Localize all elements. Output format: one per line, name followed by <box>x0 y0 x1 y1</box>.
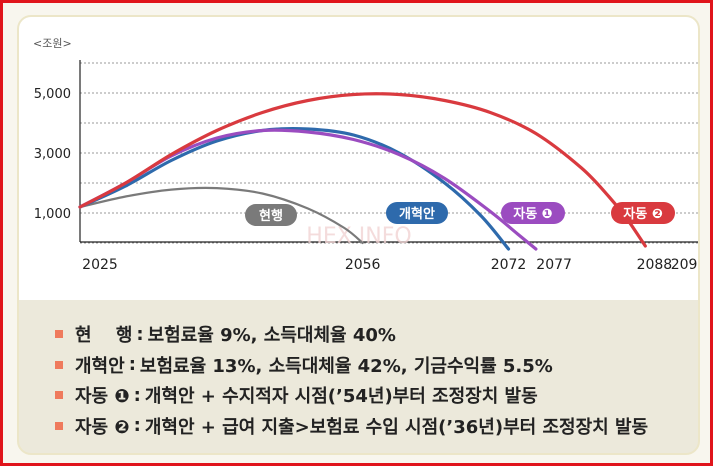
legend-desc: 개혁안 + 수지적자 시점(’54년)부터 조정장치 발동 <box>144 386 538 408</box>
legend-item-hyunhaeng: 현 행 : 보험료율 9%, 소득대체율 40% <box>55 319 695 350</box>
bullet-icon <box>55 421 63 430</box>
x-tick-label: 2025 <box>82 257 118 273</box>
legend-term: 현 행 <box>75 325 133 347</box>
x-tick-label: 2088 <box>637 257 673 273</box>
chart-area: <조원> 1,000 3,000 5,000 2025 2056 2072 2077 2088 2… <box>19 17 700 300</box>
colon: : <box>136 323 144 345</box>
legend-item-jadong-1: 자동 ❶ : 개혁안 + 수지적자 시점(’54년)부터 조정장치 발동 <box>55 380 695 411</box>
colon: : <box>128 354 136 376</box>
legend-desc: 보험료율 13%, 소득대체율 42%, 기금수익률 5.5% <box>139 355 553 377</box>
x-tick-label: 2093년 <box>671 257 700 273</box>
watermark: HEX INFO <box>306 224 411 249</box>
y-tick-label: 5,000 <box>34 87 71 102</box>
legend-term: 개혁안 <box>75 355 125 377</box>
series-label-jadong-2-pill <box>611 202 675 224</box>
bullet-icon <box>55 360 63 369</box>
y-tick-label: 3,000 <box>34 147 71 162</box>
bullet-icon <box>55 330 63 339</box>
legend-item-gaehyeokan: 개혁안 : 보험료율 13%, 소득대체율 42%, 기금수익률 5.5% <box>55 350 695 381</box>
legend-term: 자동 ❷ <box>75 416 130 438</box>
series-line-hyunhaeng <box>78 186 364 245</box>
line-chart: <조원> 1,000 3,000 5,000 2025 2056 2072 2077 20882… <box>33 37 700 273</box>
legend-desc: 개혁안 + 급여 지출>보험료 수입 시점(’36년)부터 조정장치 발동 <box>144 416 649 438</box>
x-tick-label: 2072 <box>491 257 527 273</box>
colon: : <box>133 384 141 406</box>
series-line-gaehyeokan <box>78 127 511 251</box>
colon: : <box>133 415 141 437</box>
series-label-hyunhaeng-pill <box>245 204 297 226</box>
x-tick-label: 2056 <box>345 257 381 273</box>
series-line-jadong-2 <box>78 92 647 248</box>
series-label-jadong-2: 자동 ❷ <box>623 207 662 222</box>
y-tick-label: 1,000 <box>34 207 71 222</box>
series-label-gaehyeokan-pill <box>386 202 448 224</box>
y-axis-unit-label: <조원> <box>33 37 72 50</box>
series-label-jadong-1: 자동 ❶ <box>513 207 552 222</box>
series-label-hyunhaeng: 현행 <box>259 208 283 224</box>
legend-item-jadong-2: 자동 ❷ : 개혁안 + 급여 지출>보험료 수입 시점(’36년)부터 조정장… <box>55 411 695 442</box>
x-tick-label: 2077 <box>536 257 572 273</box>
chart-card: <조원> 1,000 3,000 5,000 2025 2056 2072 2077 2088 2… <box>17 15 700 455</box>
legend-term: 자동 ❶ <box>75 386 130 408</box>
series-label-gaehyeokan: 개혁안 <box>399 206 435 222</box>
legend-list: 현 행 : 보험료율 9%, 소득대체율 40% 개혁안 : 보험료율 13%,… <box>55 319 695 441</box>
bullet-icon <box>55 391 63 400</box>
series-label-jadong-1-pill <box>501 202 565 224</box>
legend-desc: 보험료율 9%, 소득대체율 40% <box>147 325 396 347</box>
